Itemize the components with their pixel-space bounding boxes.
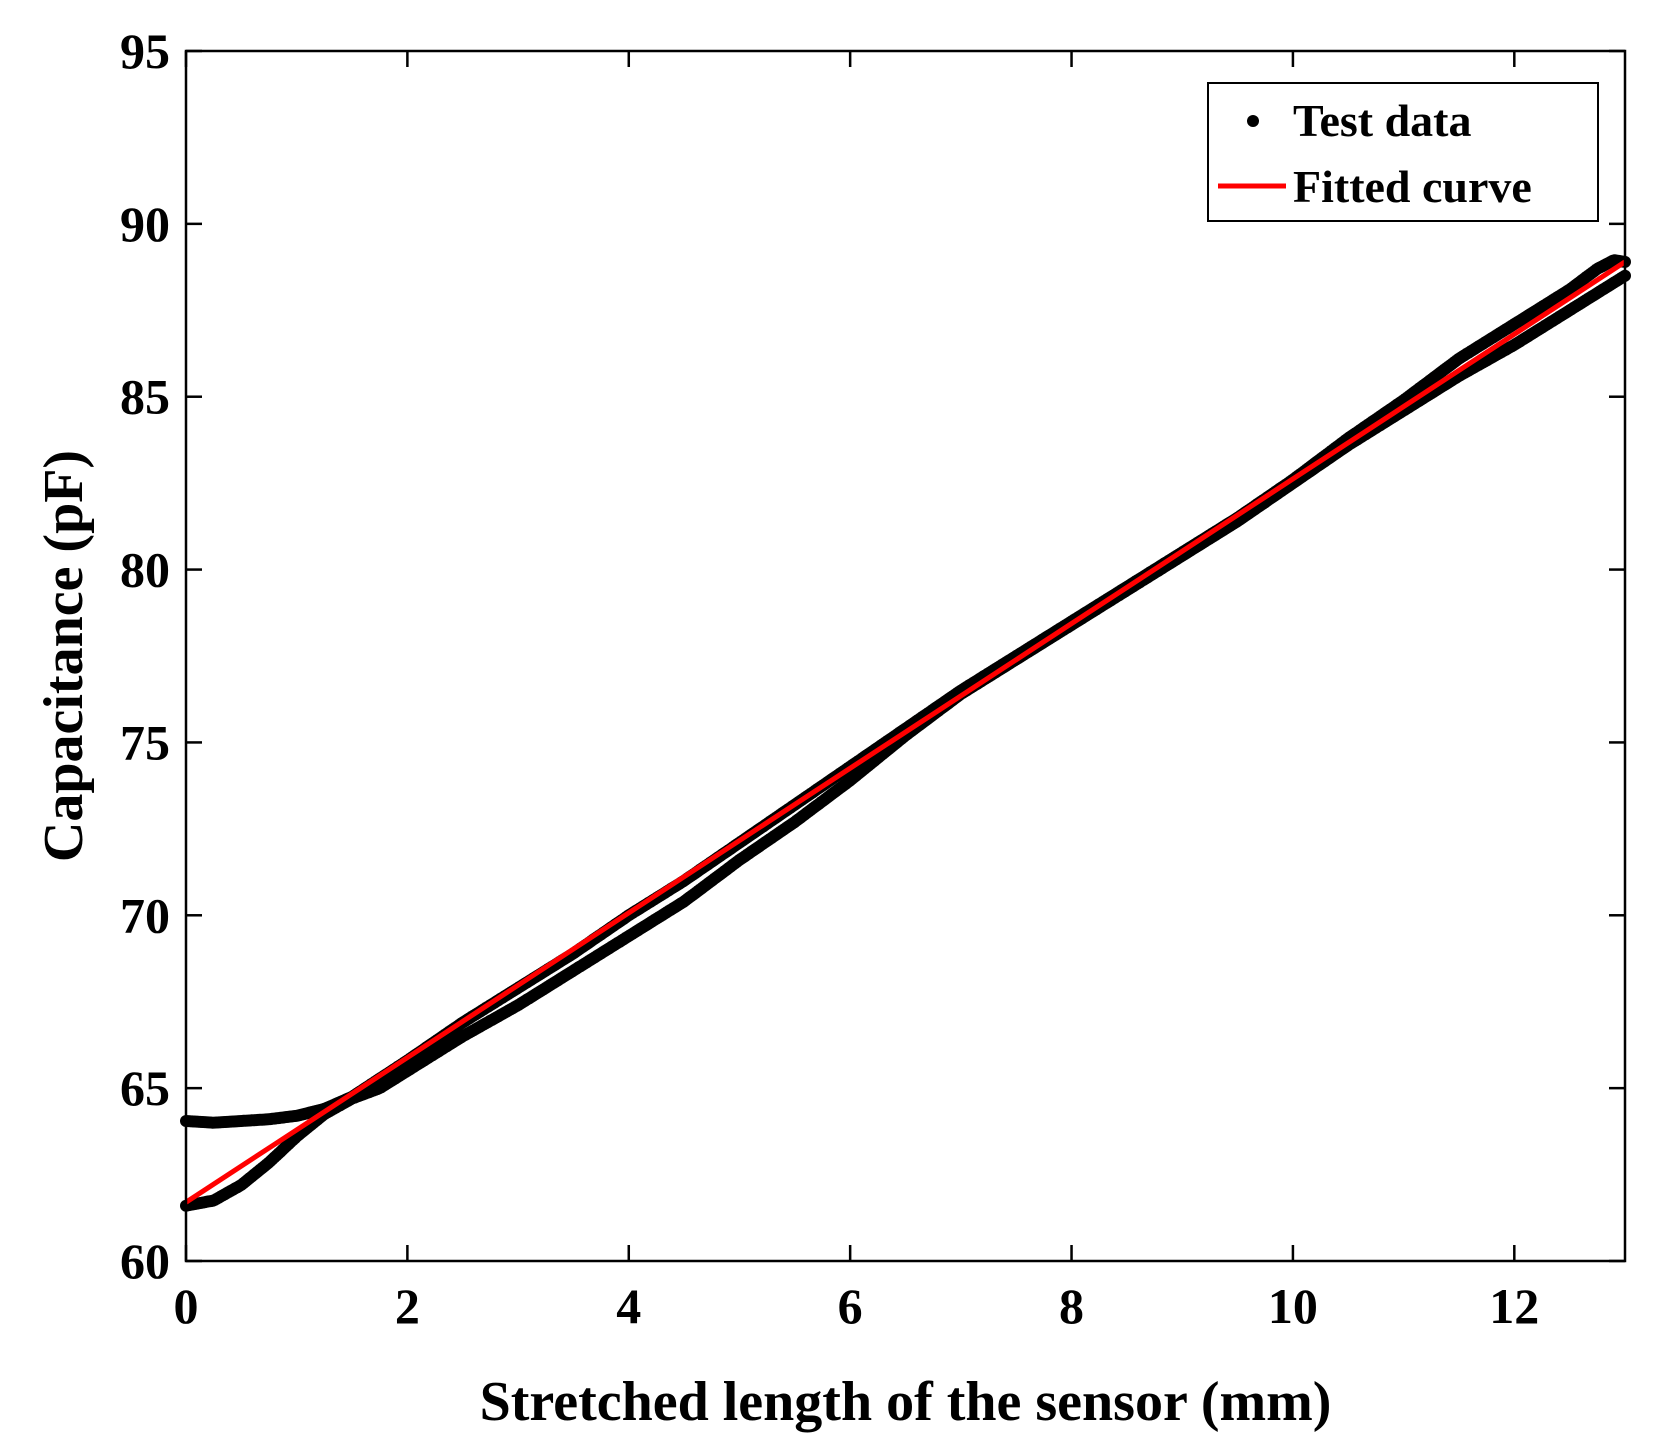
legend-fitted-curve-label: Fitted curve	[1293, 161, 1532, 212]
legend: Test data Fitted curve	[1207, 82, 1599, 222]
axes-layer: 0 2 4 6 8 10 12 60 65 70 75 80 85 90 95 Stretched lengt…	[33, 23, 1627, 1433]
x-tick-label: 2	[395, 1278, 420, 1334]
plot-frame	[184, 49, 1627, 1263]
x-axis-label: Stretched length of the sensor (mm)	[480, 1371, 1332, 1433]
legend-test-data-marker	[1247, 115, 1259, 127]
fitted-curve-line	[184, 259, 1627, 1205]
x-tick-label: 6	[838, 1278, 863, 1334]
y-axis-label: Capacitance (pF)	[33, 450, 95, 862]
y-tick-label: 75	[120, 714, 170, 770]
x-tick-label: 12	[1489, 1278, 1539, 1334]
y-tick-label: 60	[120, 1233, 170, 1289]
y-tick-label: 90	[120, 196, 170, 252]
y-tick-label: 95	[120, 23, 170, 79]
legend-test-data-label: Test data	[1293, 95, 1472, 146]
y-tick-label: 80	[120, 542, 170, 598]
test-data-branch	[180, 254, 1631, 1129]
x-tick-label: 4	[616, 1278, 641, 1334]
x-tick-label: 0	[174, 1278, 199, 1334]
y-tick-label: 65	[120, 1060, 170, 1116]
legend-box	[1207, 82, 1599, 222]
y-tick-label: 85	[120, 369, 170, 425]
x-tick-label: 10	[1268, 1278, 1318, 1334]
y-tick-label: 70	[120, 887, 170, 943]
plot-data-layer	[180, 254, 1631, 1212]
x-tick-label: 8	[1059, 1278, 1084, 1334]
